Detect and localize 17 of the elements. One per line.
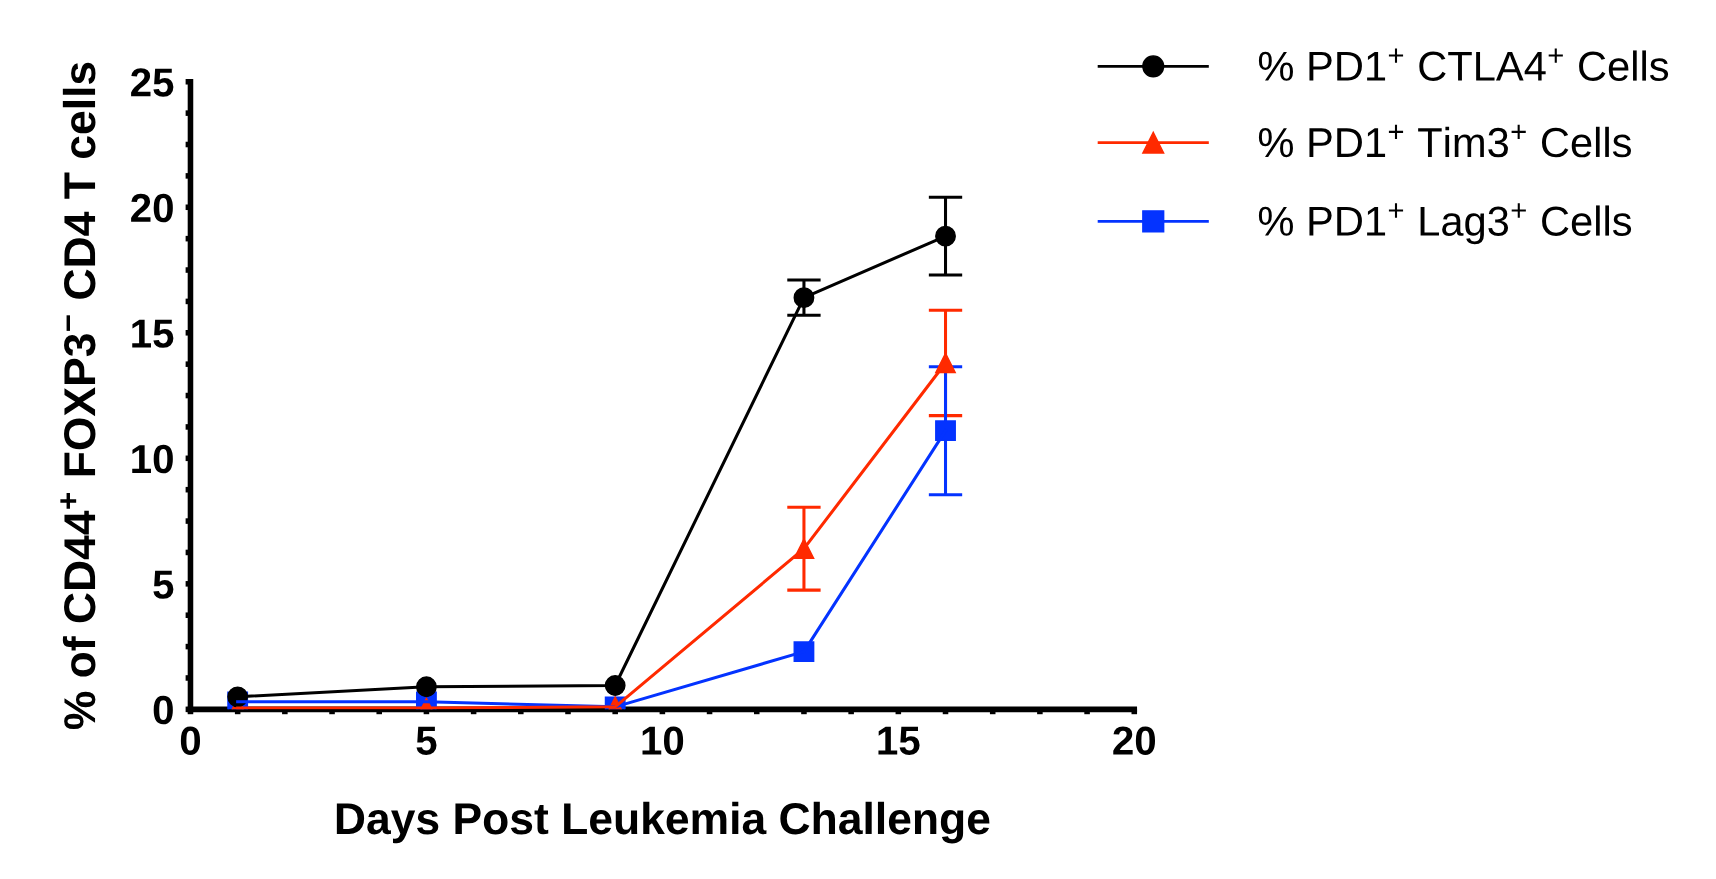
x-tick-label: 15: [878, 726, 920, 755]
y-tick-label: 5: [153, 570, 174, 599]
x-tick-label: 10: [642, 726, 684, 755]
x-tick-label: 0: [180, 726, 201, 755]
point: [935, 420, 956, 442]
x-tick-label: 5: [416, 726, 437, 755]
y-axis-title: % of CD44$^{+}$ FOXP3$^{−}$ CD4 T cells: [60, 62, 96, 730]
y-tick-label: 10: [132, 444, 173, 474]
y-tick-label: 25: [131, 68, 174, 97]
x-tick-label: 20: [1113, 726, 1156, 755]
y-tick-label: 20: [131, 193, 173, 223]
legend-label: % PD1$^{+}$ CTLA4$^{+}$ Cells: [1258, 48, 1669, 82]
x-axis-title: Days Post Leukemia Challenge: [336, 801, 990, 844]
legend-label: % PD1$^{+}$ Lag3$^{+}$ Cells: [1258, 203, 1632, 245]
legend-label: % PD1$^{+}$ Tim3$^{+}$ Cells: [1258, 124, 1631, 158]
y-tick-label: 0: [153, 695, 173, 725]
y-tick-label: 15: [132, 319, 174, 348]
